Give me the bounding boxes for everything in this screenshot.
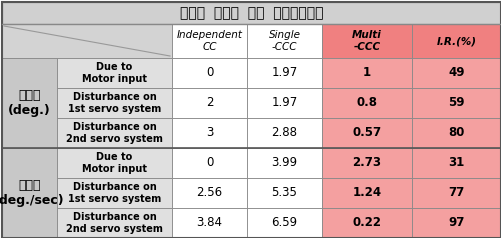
Text: 49: 49 bbox=[448, 66, 465, 79]
Bar bbox=[172, 88, 247, 118]
Bar bbox=[412, 118, 501, 148]
Bar bbox=[172, 208, 247, 238]
Text: 2: 2 bbox=[206, 96, 213, 109]
Text: Disturbance on
1st servo system: Disturbance on 1st servo system bbox=[68, 182, 161, 204]
Bar bbox=[412, 208, 501, 238]
Bar bbox=[322, 58, 412, 88]
Text: 각위치
(deg.): 각위치 (deg.) bbox=[8, 89, 51, 117]
Text: 1.97: 1.97 bbox=[272, 66, 298, 79]
Bar bbox=[247, 24, 322, 58]
Bar bbox=[57, 178, 172, 208]
Bar bbox=[322, 24, 412, 58]
Bar bbox=[412, 58, 501, 88]
Bar bbox=[172, 148, 247, 178]
Text: Due to
Motor input: Due to Motor input bbox=[82, 62, 147, 84]
Text: 3.99: 3.99 bbox=[272, 157, 298, 169]
Bar bbox=[412, 88, 501, 118]
Text: 동기화  오차에  대한  제어응답결과: 동기화 오차에 대한 제어응답결과 bbox=[180, 6, 323, 20]
Text: 1.24: 1.24 bbox=[352, 187, 382, 199]
Bar bbox=[57, 148, 172, 178]
Text: Single
-CCC: Single -CCC bbox=[269, 30, 301, 52]
Text: 6.59: 6.59 bbox=[272, 217, 298, 229]
Bar bbox=[247, 118, 322, 148]
Text: Disturbance on
1st servo system: Disturbance on 1st servo system bbox=[68, 92, 161, 114]
Text: 5.35: 5.35 bbox=[272, 187, 298, 199]
Bar bbox=[247, 208, 322, 238]
Bar bbox=[172, 58, 247, 88]
Bar bbox=[2, 2, 501, 24]
Text: 2.56: 2.56 bbox=[196, 187, 222, 199]
Text: 31: 31 bbox=[448, 157, 464, 169]
Text: 0: 0 bbox=[206, 66, 213, 79]
Bar bbox=[57, 58, 172, 88]
Text: 각속도
(deg./sec): 각속도 (deg./sec) bbox=[0, 179, 65, 207]
Text: 1: 1 bbox=[363, 66, 371, 79]
Text: 77: 77 bbox=[448, 187, 464, 199]
Text: 1.97: 1.97 bbox=[272, 96, 298, 109]
Bar bbox=[322, 208, 412, 238]
Text: 97: 97 bbox=[448, 217, 465, 229]
Bar bbox=[412, 24, 501, 58]
Bar bbox=[247, 148, 322, 178]
Text: 80: 80 bbox=[448, 127, 465, 139]
Bar bbox=[57, 88, 172, 118]
Bar bbox=[412, 148, 501, 178]
Text: 0.22: 0.22 bbox=[353, 217, 381, 229]
Bar bbox=[322, 118, 412, 148]
Text: 59: 59 bbox=[448, 96, 465, 109]
Bar bbox=[57, 208, 172, 238]
Bar bbox=[247, 88, 322, 118]
Text: Multi
-CCC: Multi -CCC bbox=[352, 30, 382, 52]
Bar bbox=[247, 58, 322, 88]
Text: Disturbance on
2nd servo system: Disturbance on 2nd servo system bbox=[66, 212, 163, 234]
Text: 3: 3 bbox=[206, 127, 213, 139]
Bar bbox=[322, 178, 412, 208]
Bar bbox=[322, 148, 412, 178]
Text: Due to
Motor input: Due to Motor input bbox=[82, 152, 147, 174]
Bar bbox=[2, 24, 172, 58]
Text: 0.57: 0.57 bbox=[352, 127, 382, 139]
Bar bbox=[172, 178, 247, 208]
Text: I.R.(%): I.R.(%) bbox=[436, 36, 476, 46]
Bar bbox=[412, 178, 501, 208]
Text: 2.88: 2.88 bbox=[272, 127, 298, 139]
Bar bbox=[172, 24, 247, 58]
Bar bbox=[172, 118, 247, 148]
Text: 3.84: 3.84 bbox=[196, 217, 222, 229]
Text: 0: 0 bbox=[206, 157, 213, 169]
Text: 2.73: 2.73 bbox=[353, 157, 381, 169]
Bar bbox=[57, 118, 172, 148]
Bar bbox=[247, 178, 322, 208]
Text: 0.8: 0.8 bbox=[357, 96, 377, 109]
Text: Independent
CC: Independent CC bbox=[176, 30, 242, 52]
Bar bbox=[2, 58, 57, 148]
Bar bbox=[322, 88, 412, 118]
Text: Disturbance on
2nd servo system: Disturbance on 2nd servo system bbox=[66, 122, 163, 144]
Bar bbox=[2, 148, 57, 238]
